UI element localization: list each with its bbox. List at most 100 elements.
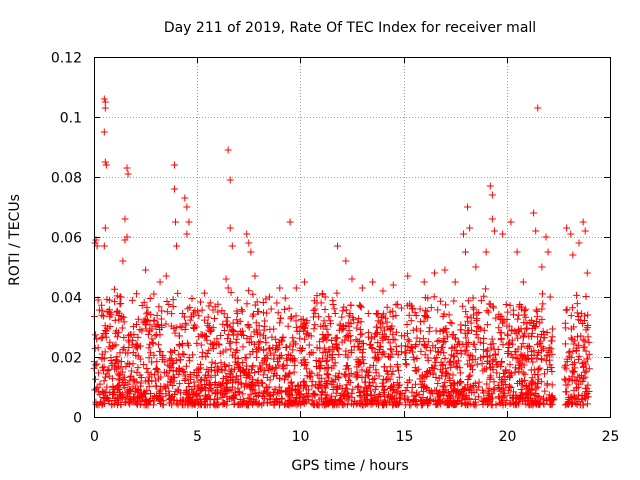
data-point: [522, 325, 530, 333]
data-point: [452, 359, 460, 367]
data-point: [342, 333, 350, 341]
data-point: [139, 393, 147, 401]
data-point: [100, 128, 108, 136]
data-point: [208, 340, 216, 348]
data-point: [440, 310, 448, 318]
data-point: [476, 338, 484, 346]
data-point: [541, 370, 549, 378]
data-point: [499, 230, 507, 238]
data-point: [331, 401, 339, 409]
data-point: [236, 328, 244, 336]
data-point: [91, 331, 99, 339]
data-point: [247, 248, 255, 256]
data-point: [550, 395, 558, 403]
data-point: [254, 330, 262, 338]
y-axis-label: ROTI / TECUs: [7, 194, 23, 286]
data-point: [324, 364, 332, 372]
x-tick-label: 0: [90, 429, 99, 445]
data-point: [473, 360, 481, 368]
data-point: [567, 230, 575, 238]
data-point: [323, 357, 331, 365]
data-point: [405, 311, 413, 319]
data-point: [364, 329, 372, 337]
data-point: [505, 322, 513, 330]
data-point: [224, 146, 232, 154]
data-point: [459, 393, 467, 401]
data-point: [570, 340, 578, 348]
data-point: [562, 365, 570, 373]
y-tick-label: 0.04: [51, 291, 82, 307]
data-point: [495, 394, 503, 402]
data-point: [254, 401, 262, 409]
data-point: [347, 337, 355, 345]
data-point: [328, 343, 336, 351]
data-point: [465, 356, 473, 364]
data-point: [105, 343, 113, 351]
data-point: [170, 161, 178, 169]
data-point: [480, 326, 488, 334]
data-point: [321, 293, 329, 301]
data-point: [287, 396, 295, 404]
data-point: [398, 332, 406, 340]
data-point: [349, 385, 357, 393]
data-point: [300, 323, 308, 331]
data-point: [569, 360, 577, 368]
data-point: [174, 289, 182, 297]
data-point: [528, 329, 536, 337]
data-point: [157, 348, 165, 356]
data-point: [111, 298, 119, 306]
data-point: [245, 339, 253, 347]
data-point: [100, 330, 108, 338]
data-point: [211, 303, 219, 311]
data-point: [181, 319, 189, 327]
data-point: [529, 379, 537, 387]
data-point: [498, 357, 506, 365]
y-tick-label: 0.12: [51, 51, 82, 67]
data-point: [392, 312, 400, 320]
data-point: [166, 362, 174, 370]
data-point: [208, 358, 216, 366]
data-point: [314, 383, 322, 391]
data-point: [227, 338, 235, 346]
x-tick-label: 25: [602, 429, 620, 445]
data-point: [308, 378, 316, 386]
data-point: [186, 370, 194, 378]
data-point: [472, 345, 480, 353]
data-point: [151, 371, 159, 379]
data-point: [98, 401, 106, 409]
data-point: [575, 391, 583, 399]
data-point: [176, 322, 184, 330]
data-point: [479, 367, 487, 375]
data-point: [562, 306, 570, 314]
data-point: [463, 313, 471, 321]
data-point: [232, 372, 240, 380]
data-point: [380, 382, 388, 390]
data-point: [354, 319, 362, 327]
data-point: [251, 381, 259, 389]
data-point: [248, 366, 256, 374]
data-point: [529, 358, 537, 366]
data-point: [175, 364, 183, 372]
data-point: [583, 269, 591, 277]
data-point: [358, 330, 366, 338]
data-point: [243, 334, 251, 342]
data-point: [469, 303, 477, 311]
data-point: [372, 330, 380, 338]
data-point: [114, 382, 122, 390]
data-point: [214, 395, 222, 403]
data-point: [94, 344, 102, 352]
data-point: [214, 388, 222, 396]
data-point: [570, 392, 578, 400]
data-point: [548, 367, 556, 375]
data-point: [514, 380, 521, 388]
data-point: [204, 313, 212, 321]
data-point: [224, 284, 232, 292]
data-point: [259, 380, 266, 388]
data-point: [491, 351, 499, 359]
data-point: [441, 355, 449, 363]
data-point: [409, 304, 417, 312]
data-point: [336, 322, 344, 330]
data-point: [328, 377, 336, 385]
data-point: [459, 341, 467, 349]
data-point: [104, 367, 112, 375]
